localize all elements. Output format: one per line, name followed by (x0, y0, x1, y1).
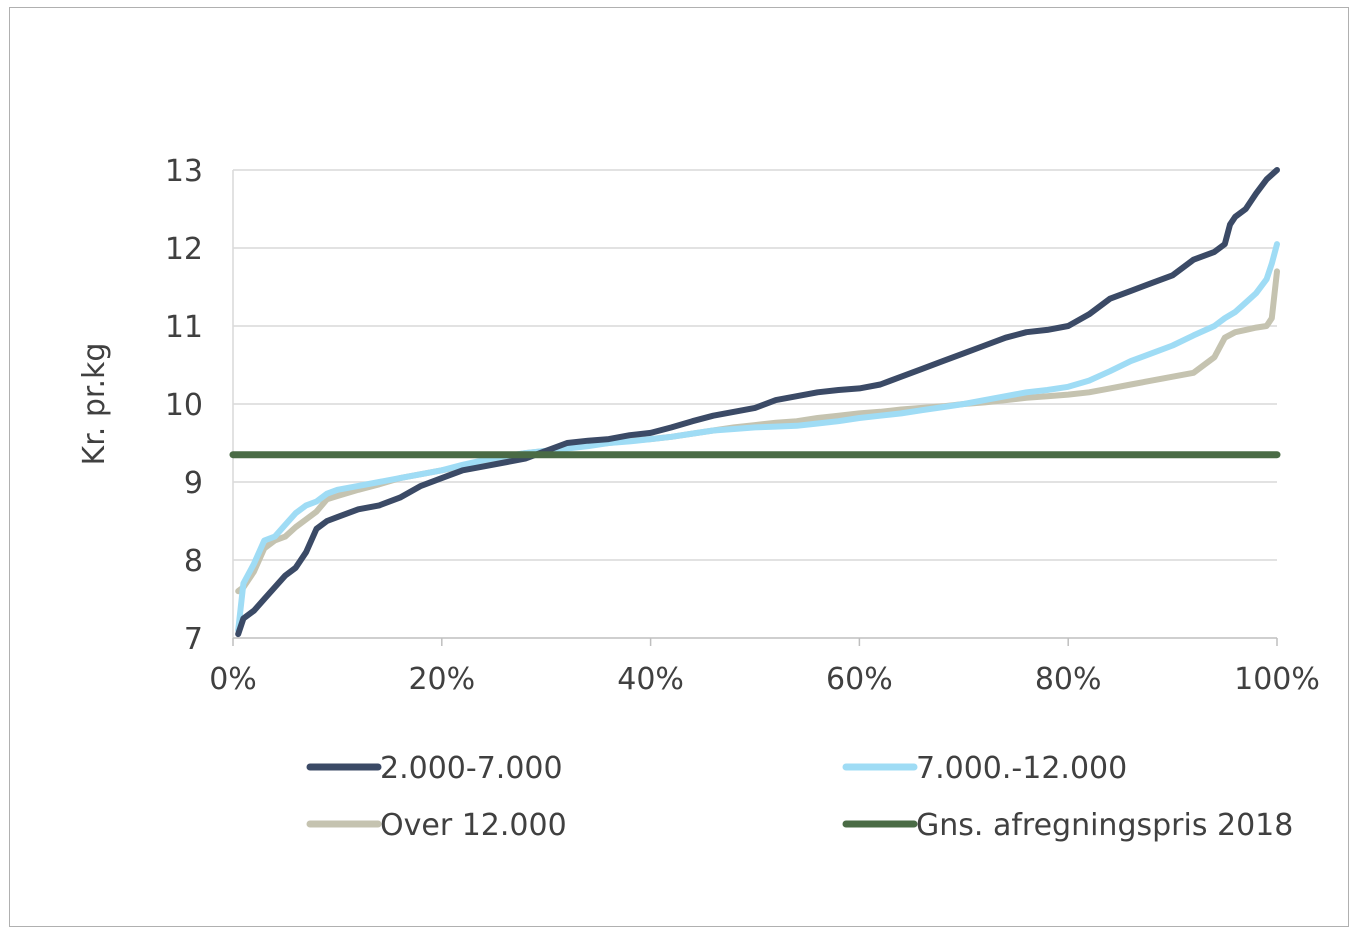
y-tick-label: 8 (184, 544, 203, 579)
x-tick-label: 40% (617, 662, 684, 697)
y-axis-title: Kr. pr.kg (77, 343, 112, 466)
y-tick-label: 11 (165, 310, 203, 345)
series-line-3 (235, 268, 1280, 595)
legend-label: Over 12.000 (380, 808, 567, 843)
y-tick-label: 12 (165, 232, 203, 267)
legend-item-3: Over 12.000 (306, 808, 567, 843)
plot-area (229, 167, 1281, 638)
series-line-2 (235, 241, 1280, 634)
axes (232, 170, 1278, 646)
y-tick-label: 7 (184, 622, 203, 657)
x-tick-label: 20% (408, 662, 475, 697)
y-tick-label: 10 (165, 388, 203, 423)
tick-labels: 7 8 9 10 11 12 13 0% 20% 40% 60% 80% 100% (165, 154, 1320, 697)
legend-label: 2.000-7.000 (380, 751, 563, 786)
legend-item-4: Gns. afregningspris 2018 (842, 808, 1293, 843)
x-tick-label: 60% (826, 662, 893, 697)
y-tick-label: 9 (184, 466, 203, 501)
legend: 2.000-7.000 7.000.-12.000 Over 12.000 Gns. … (306, 751, 1293, 843)
gridlines (233, 169, 1277, 561)
series-line-1 (235, 167, 1280, 638)
legend-label: Gns. afregningspris 2018 (916, 808, 1293, 843)
legend-item-1: 2.000-7.000 (306, 751, 563, 786)
legend-item-2: 7.000.-12.000 (842, 751, 1127, 786)
x-tick-label: 80% (1035, 662, 1102, 697)
x-tick-label: 0% (209, 662, 257, 697)
y-tick-label: 13 (165, 154, 203, 189)
x-tick-label: 100% (1234, 662, 1320, 697)
legend-label: 7.000.-12.000 (916, 751, 1127, 786)
